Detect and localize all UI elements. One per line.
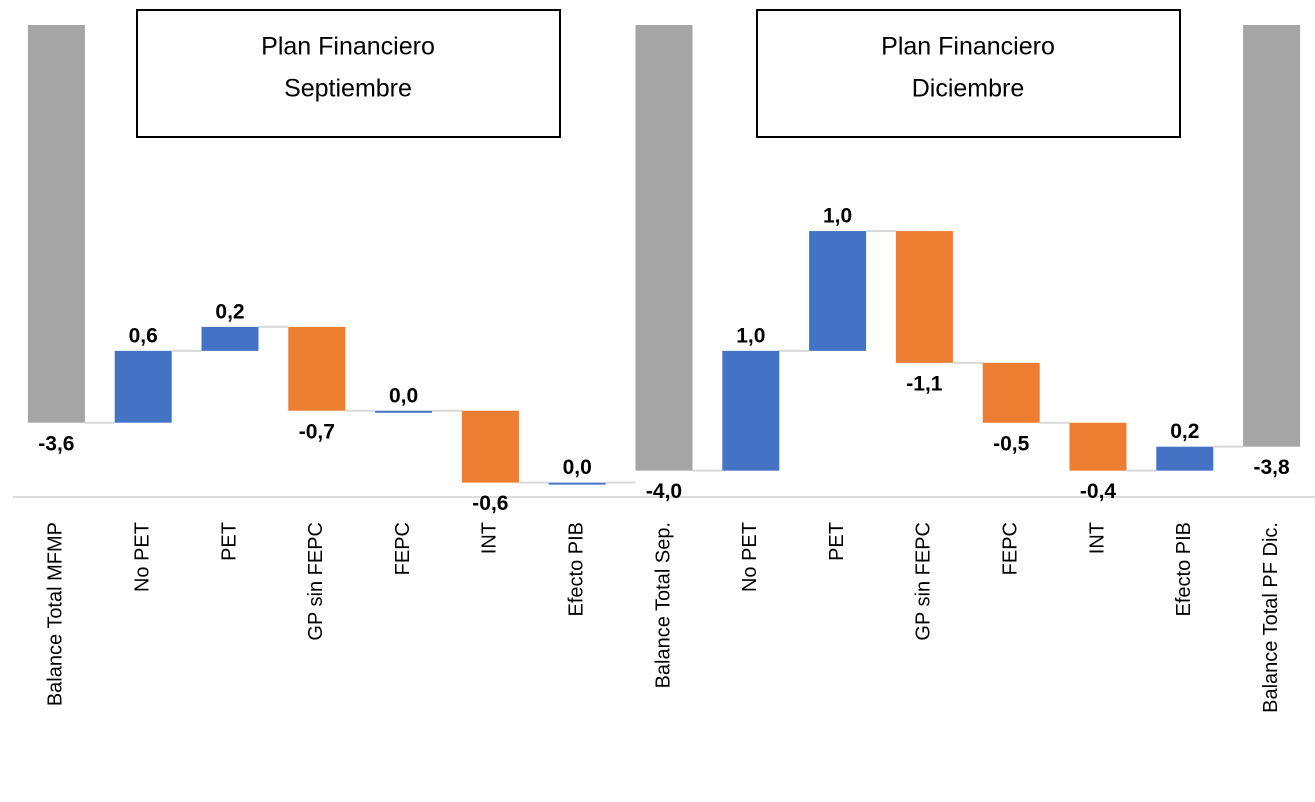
bar [27, 25, 85, 423]
annotation-box [136, 9, 561, 138]
x-tick-label: PET [218, 522, 240, 561]
value-label: -0,6 [472, 492, 508, 515]
annotation-text: Septiembre [284, 75, 412, 103]
bar [375, 410, 433, 413]
value-label: 0,0 [389, 384, 418, 407]
value-label: -0,5 [993, 432, 1030, 455]
annotation-box [756, 9, 1181, 138]
x-tick-label: INT [1086, 522, 1108, 554]
x-tick-label: INT [479, 522, 501, 554]
bar [1156, 446, 1214, 471]
x-tick-label: No PET [131, 522, 153, 592]
x-tick-label: Balance Total Sep. [652, 522, 674, 688]
x-tick-label: Balance Total MFMP [45, 522, 67, 706]
annotation-text: Diciembre [912, 75, 1025, 103]
bar [201, 326, 259, 351]
bar [635, 25, 693, 471]
x-tick-label: GP sin FEPC [305, 522, 327, 641]
x-tick-label: FEPC [392, 522, 414, 575]
bar [548, 482, 606, 485]
value-label: -1,1 [906, 372, 943, 395]
value-label: -3,8 [1254, 456, 1291, 479]
x-tick-label: Efecto PIB [565, 522, 587, 617]
bar [1069, 422, 1127, 471]
value-label: -4,0 [646, 480, 682, 503]
value-label: 0,2 [215, 300, 244, 323]
x-tick-label: No PET [739, 522, 761, 592]
bar [288, 326, 346, 411]
x-tick-label: Balance Total PF Dic. [1260, 522, 1282, 713]
value-label: 0,0 [563, 456, 592, 479]
value-label: 1,0 [736, 324, 765, 347]
bar [722, 350, 780, 471]
bar [895, 231, 953, 363]
x-tick-label: FEPC [999, 522, 1021, 575]
bar [1243, 25, 1301, 447]
bar [461, 410, 519, 483]
x-tick-label: Efecto PIB [1173, 522, 1195, 617]
bar [982, 362, 1040, 423]
bar [809, 231, 867, 351]
value-label: 0,6 [129, 324, 158, 347]
x-tick-label: GP sin FEPC [913, 522, 935, 641]
value-label: -0,4 [1080, 480, 1117, 503]
value-label: 0,2 [1170, 420, 1199, 443]
value-label: -3,6 [38, 432, 74, 455]
bar [114, 350, 172, 423]
value-label: 1,0 [823, 205, 852, 228]
annotation-text: Plan Financiero [261, 33, 435, 61]
annotation-text: Plan Financiero [881, 33, 1055, 61]
value-label: -0,7 [299, 420, 335, 443]
x-tick-label: PET [826, 522, 848, 561]
